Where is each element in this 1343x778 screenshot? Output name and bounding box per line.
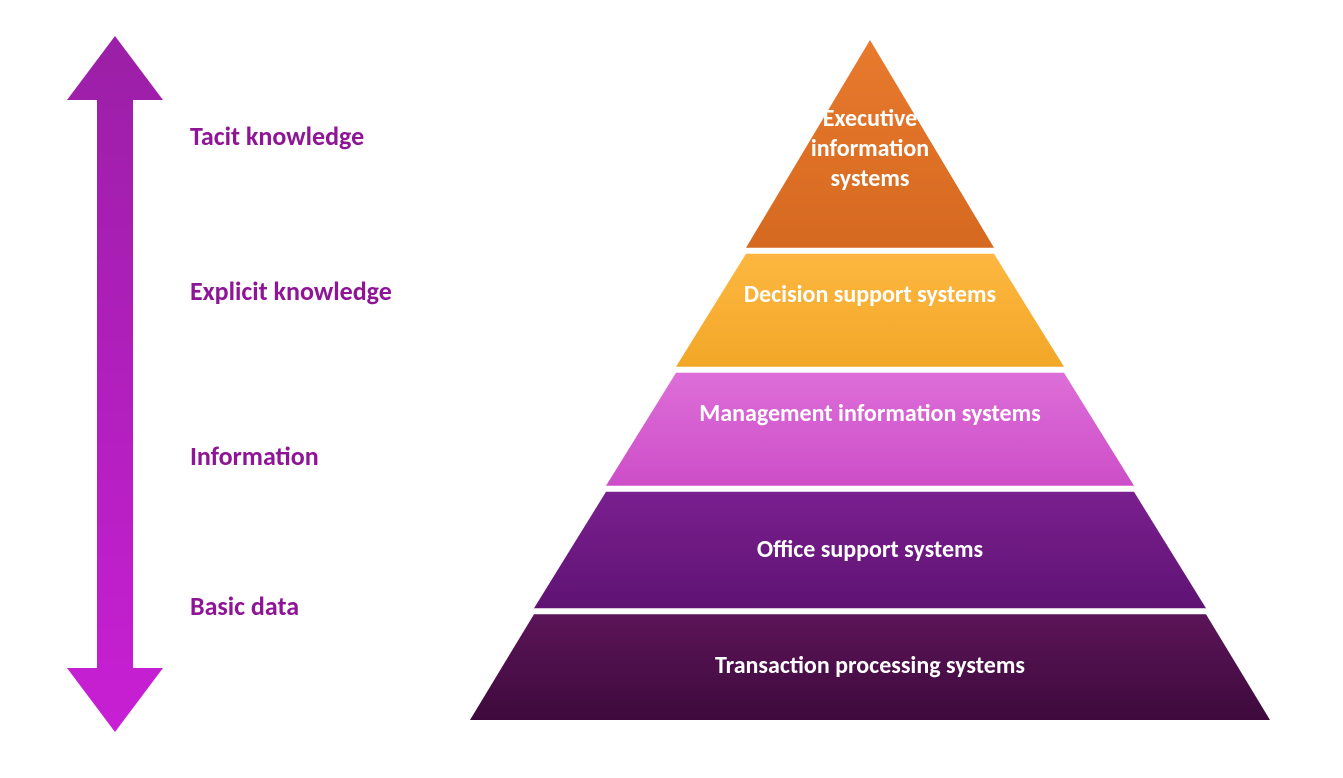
- pyramid-layer-1: [676, 254, 1064, 367]
- double-arrow-icon: [67, 36, 163, 732]
- pyramid-label-decision-support-systems: Decision support systems: [731, 280, 1009, 310]
- pyramid-label-office-support-systems: Office support systems: [590, 535, 1150, 565]
- side-label-explicit-knowledge: Explicit knowledge: [190, 275, 392, 307]
- pyramid-label-management-information-systems: Management information systems: [661, 399, 1079, 429]
- diagram-stage: Tacit knowledge Explicit knowledge Infor…: [0, 0, 1343, 778]
- side-label-tacit-knowledge: Tacit knowledge: [190, 120, 364, 152]
- pyramid-label-executive-information-systems: Executive information systems: [770, 104, 970, 194]
- side-label-basic-data: Basic data: [190, 590, 299, 622]
- side-label-information: Information: [190, 440, 319, 472]
- vertical-double-arrow: [67, 36, 163, 732]
- pyramid-label-transaction-processing-systems: Transaction processing systems: [522, 651, 1218, 681]
- pyramid-layer-2: [606, 373, 1134, 486]
